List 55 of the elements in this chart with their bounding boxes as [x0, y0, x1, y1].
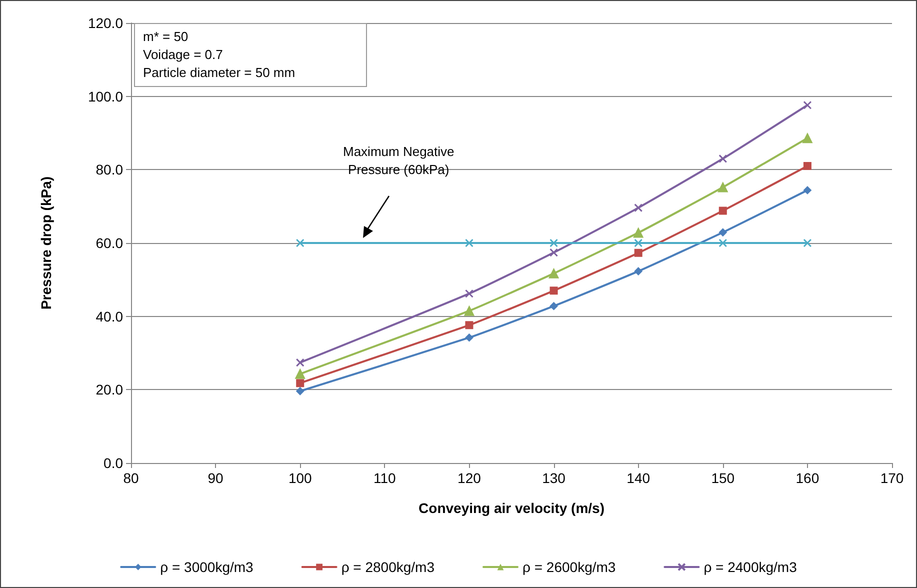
point [634, 204, 643, 212]
point [634, 238, 643, 248]
y-tick-label: 20.0 [96, 382, 124, 398]
point [803, 238, 812, 248]
legend-label: ρ = 2400kg/m3 [704, 559, 798, 575]
point [803, 100, 812, 110]
point [803, 186, 812, 194]
point [718, 228, 727, 236]
point [465, 321, 474, 330]
point [464, 306, 474, 316]
point [548, 268, 559, 278]
y-tick-label: 40.0 [96, 308, 124, 324]
point [550, 302, 558, 310]
point [802, 133, 812, 144]
point [550, 248, 558, 257]
y-tick-label: 80.0 [96, 162, 124, 178]
point [634, 248, 642, 257]
point [295, 368, 306, 379]
point [633, 228, 644, 238]
y-axis-title: Pressure drop (kPa) [38, 176, 54, 310]
point [803, 162, 812, 170]
annotation: Maximum Negative Pressure (60kPa) [343, 143, 454, 179]
x-axis-title: Conveying air velocity (m/s) [418, 500, 604, 516]
x-tick-label: 80 [123, 470, 139, 486]
point [634, 267, 642, 276]
point [296, 387, 304, 396]
point [718, 182, 728, 192]
text-box: m* = 50 Voidage = 0.7 Particle diameter = 50 mm [134, 23, 367, 87]
point [718, 238, 728, 248]
point [465, 334, 474, 342]
y-tick-label: 0.0 [104, 455, 124, 471]
x-tick-label: 150 [711, 470, 735, 486]
point [296, 238, 304, 248]
x-tick-label: 100 [288, 470, 312, 486]
x-tick-label: 130 [542, 470, 566, 486]
point [550, 286, 558, 295]
point [296, 358, 304, 367]
x-tick-label: 140 [626, 470, 650, 486]
point [464, 238, 474, 248]
point [718, 154, 728, 163]
point [550, 238, 558, 248]
legend-label: ρ = 2600kg/m3 [522, 559, 616, 575]
legend-label: ρ = 2800kg/m3 [341, 559, 435, 575]
legend-label: ρ = 3000kg/m3 [160, 559, 254, 575]
point [464, 289, 474, 298]
point [296, 379, 304, 388]
x-tick-label: 110 [374, 470, 396, 486]
y-tick-label: 120.0 [88, 15, 124, 31]
y-tick-label: 100.0 [88, 88, 124, 104]
x-tick-label: 120 [458, 470, 482, 486]
x-tick-label: 170 [880, 470, 904, 486]
point [718, 206, 727, 215]
x-tick-label: 160 [796, 470, 820, 486]
y-tick-label: 60.0 [96, 235, 124, 251]
x-tick-label: 90 [208, 470, 224, 486]
